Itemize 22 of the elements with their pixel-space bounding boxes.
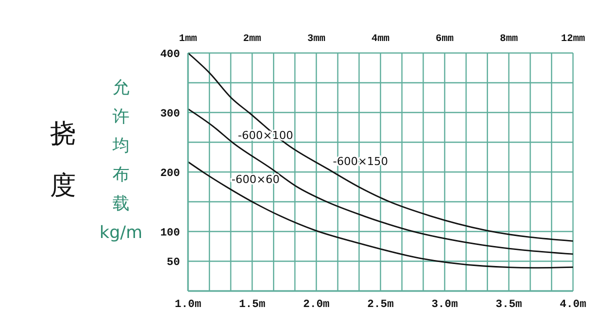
text: 12mm: [560, 34, 586, 45]
y-tick-label: 200: [160, 168, 180, 180]
y-tick-label: 50: [166, 257, 180, 270]
text: 6mm: [434, 34, 455, 45]
text: 4mm: [370, 34, 390, 45]
x-tick-label: 1.0m: [174, 298, 202, 311]
y-axis-title: 允许均布载kg/m: [98, 77, 144, 245]
text: 1mm: [178, 34, 198, 45]
text: 3mm: [306, 34, 326, 45]
x-tick-label: 3.0m: [431, 298, 458, 311]
x-tick-label: 3.5m: [496, 298, 522, 311]
y-tick-label: 300: [160, 108, 180, 120]
line-series: [188, 108, 573, 255]
text: 8mm: [498, 34, 519, 45]
x-tick-label: 1.5m: [238, 298, 266, 311]
x-tick-label: 2.0m: [303, 298, 330, 311]
text: 2mm: [242, 34, 262, 45]
x-tick-label: 4.0m: [560, 298, 587, 311]
x-tick-label: 2.5m: [367, 298, 394, 311]
text: 挠度: [49, 118, 77, 203]
y-tick-label: 400: [160, 48, 180, 61]
y-tick-label: 100: [160, 227, 180, 240]
